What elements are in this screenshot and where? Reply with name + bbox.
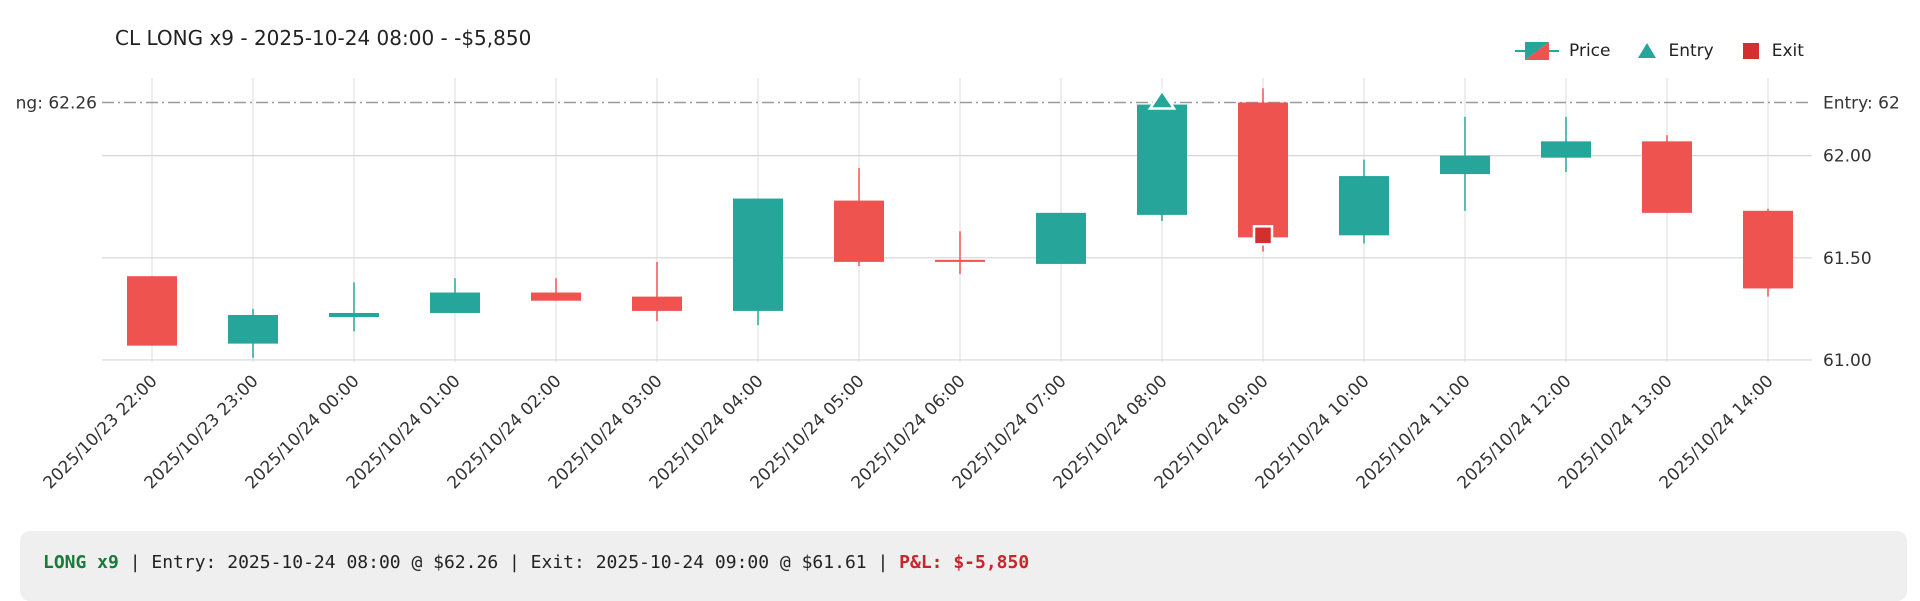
- candle-body: [1238, 102, 1288, 238]
- candle-body: [1541, 141, 1591, 158]
- candle: [1743, 208, 1793, 297]
- trade-summary-bar: LONG x9 | Entry: 2025-10-24 08:00 @ $62.…: [20, 531, 1907, 601]
- separator: |: [118, 552, 152, 573]
- candles: [127, 88, 1793, 358]
- candle: [329, 282, 379, 332]
- x-tick-label: 2025/10/24 05:00: [747, 371, 869, 493]
- candle-body: [228, 315, 278, 344]
- x-tick-label: 2025/10/24 06:00: [848, 371, 970, 493]
- candle: [127, 276, 177, 346]
- candle: [1440, 116, 1490, 211]
- legend-item-exit[interactable]: Exit: [1740, 40, 1804, 62]
- y-tick-label: 61.00: [1823, 351, 1872, 371]
- candle: [531, 278, 581, 301]
- legend-label-entry: Entry: [1668, 41, 1714, 61]
- y-tick-label: 62.00: [1823, 147, 1872, 167]
- triangle-up-icon: [1638, 43, 1657, 58]
- chart-title: CL LONG x9 - 2025-10-24 08:00 - -$5,850: [115, 26, 532, 50]
- candle-body: [1440, 155, 1490, 175]
- x-tick-label: 2025/10/24 03:00: [545, 371, 667, 493]
- candle-body: [329, 312, 379, 318]
- x-tick-label: 2025/10/24 13:00: [1555, 371, 1677, 493]
- candle-body: [430, 292, 480, 313]
- candle-body: [1743, 210, 1793, 289]
- x-tick-label: 2025/10/24 01:00: [343, 371, 465, 493]
- reference-line-left-label: ng: 62.26: [16, 94, 97, 114]
- x-tick-label: 2025/10/24 07:00: [949, 371, 1071, 493]
- candle-body: [935, 259, 985, 262]
- x-tick-label: 2025/10/24 04:00: [646, 371, 768, 493]
- x-tick-label: 2025/10/24 14:00: [1656, 371, 1778, 493]
- candle-body: [733, 198, 783, 311]
- exit-summary: Exit: 2025-10-24 09:00 @ $61.61: [530, 552, 867, 573]
- x-tick-label: 2025/10/24 08:00: [1050, 371, 1172, 493]
- candle: [1137, 100, 1187, 222]
- x-tick-label: 2025/10/24 12:00: [1454, 371, 1576, 493]
- price-legend-icon: [1515, 42, 1559, 60]
- x-tick-label: 2025/10/24 00:00: [242, 371, 364, 493]
- grid-lines: [102, 78, 1812, 362]
- candle-body: [1642, 141, 1692, 213]
- price-chart: ng: 62.26 Entry: 62 61.00 61.50 62.00 2025/1…: [16, 78, 1900, 494]
- x-tick-label: 2025/10/24 09:00: [1151, 371, 1273, 493]
- square-icon: [1742, 43, 1759, 59]
- candle: [935, 231, 985, 275]
- candle: [1339, 159, 1389, 244]
- exit-marker: [1252, 225, 1274, 246]
- candle: [1642, 135, 1692, 213]
- x-tick-label: 2025/10/24 02:00: [444, 371, 566, 493]
- reference-line-right-label: Entry: 62: [1823, 94, 1900, 114]
- y-tick-label: 61.50: [1823, 249, 1872, 269]
- x-tick-label: 2025/10/23 22:00: [40, 371, 162, 493]
- pnl-value: P&L: $-5,850: [899, 552, 1030, 573]
- candle-body: [1036, 212, 1086, 264]
- legend-label-price: Price: [1569, 41, 1611, 61]
- legend-item-price[interactable]: Price: [1515, 40, 1610, 62]
- x-tick-label: 2025/10/23 23:00: [141, 371, 263, 493]
- legend-item-entry[interactable]: Entry: [1636, 40, 1714, 62]
- candle-body: [834, 200, 884, 262]
- candle: [228, 308, 278, 358]
- legend-label-exit: Exit: [1771, 41, 1804, 61]
- candle-body: [1339, 176, 1389, 236]
- candle: [632, 261, 682, 322]
- candle: [1238, 88, 1288, 252]
- candle-body: [127, 276, 177, 346]
- separator: |: [498, 552, 531, 573]
- entry-marker: [1147, 88, 1177, 110]
- x-tick-label: 2025/10/24 11:00: [1353, 371, 1475, 493]
- x-tick-label: 2025/10/24 10:00: [1252, 371, 1374, 493]
- candle: [1036, 212, 1086, 264]
- candle: [1541, 116, 1591, 172]
- candle-body: [632, 296, 682, 311]
- candle-body: [531, 292, 581, 301]
- chart-legend: Price Entry Exit: [1515, 38, 1830, 64]
- entry-summary: Entry: 2025-10-24 08:00 @ $62.26: [151, 552, 499, 573]
- trade-markers: [1147, 88, 1274, 246]
- candle-body: [1137, 104, 1187, 215]
- candle: [834, 167, 884, 266]
- reference-lines: ng: 62.26 Entry: 62: [16, 94, 1900, 114]
- separator: |: [866, 552, 900, 573]
- trade-side: LONG x9: [43, 552, 119, 573]
- candle: [733, 198, 783, 326]
- candle: [430, 278, 480, 313]
